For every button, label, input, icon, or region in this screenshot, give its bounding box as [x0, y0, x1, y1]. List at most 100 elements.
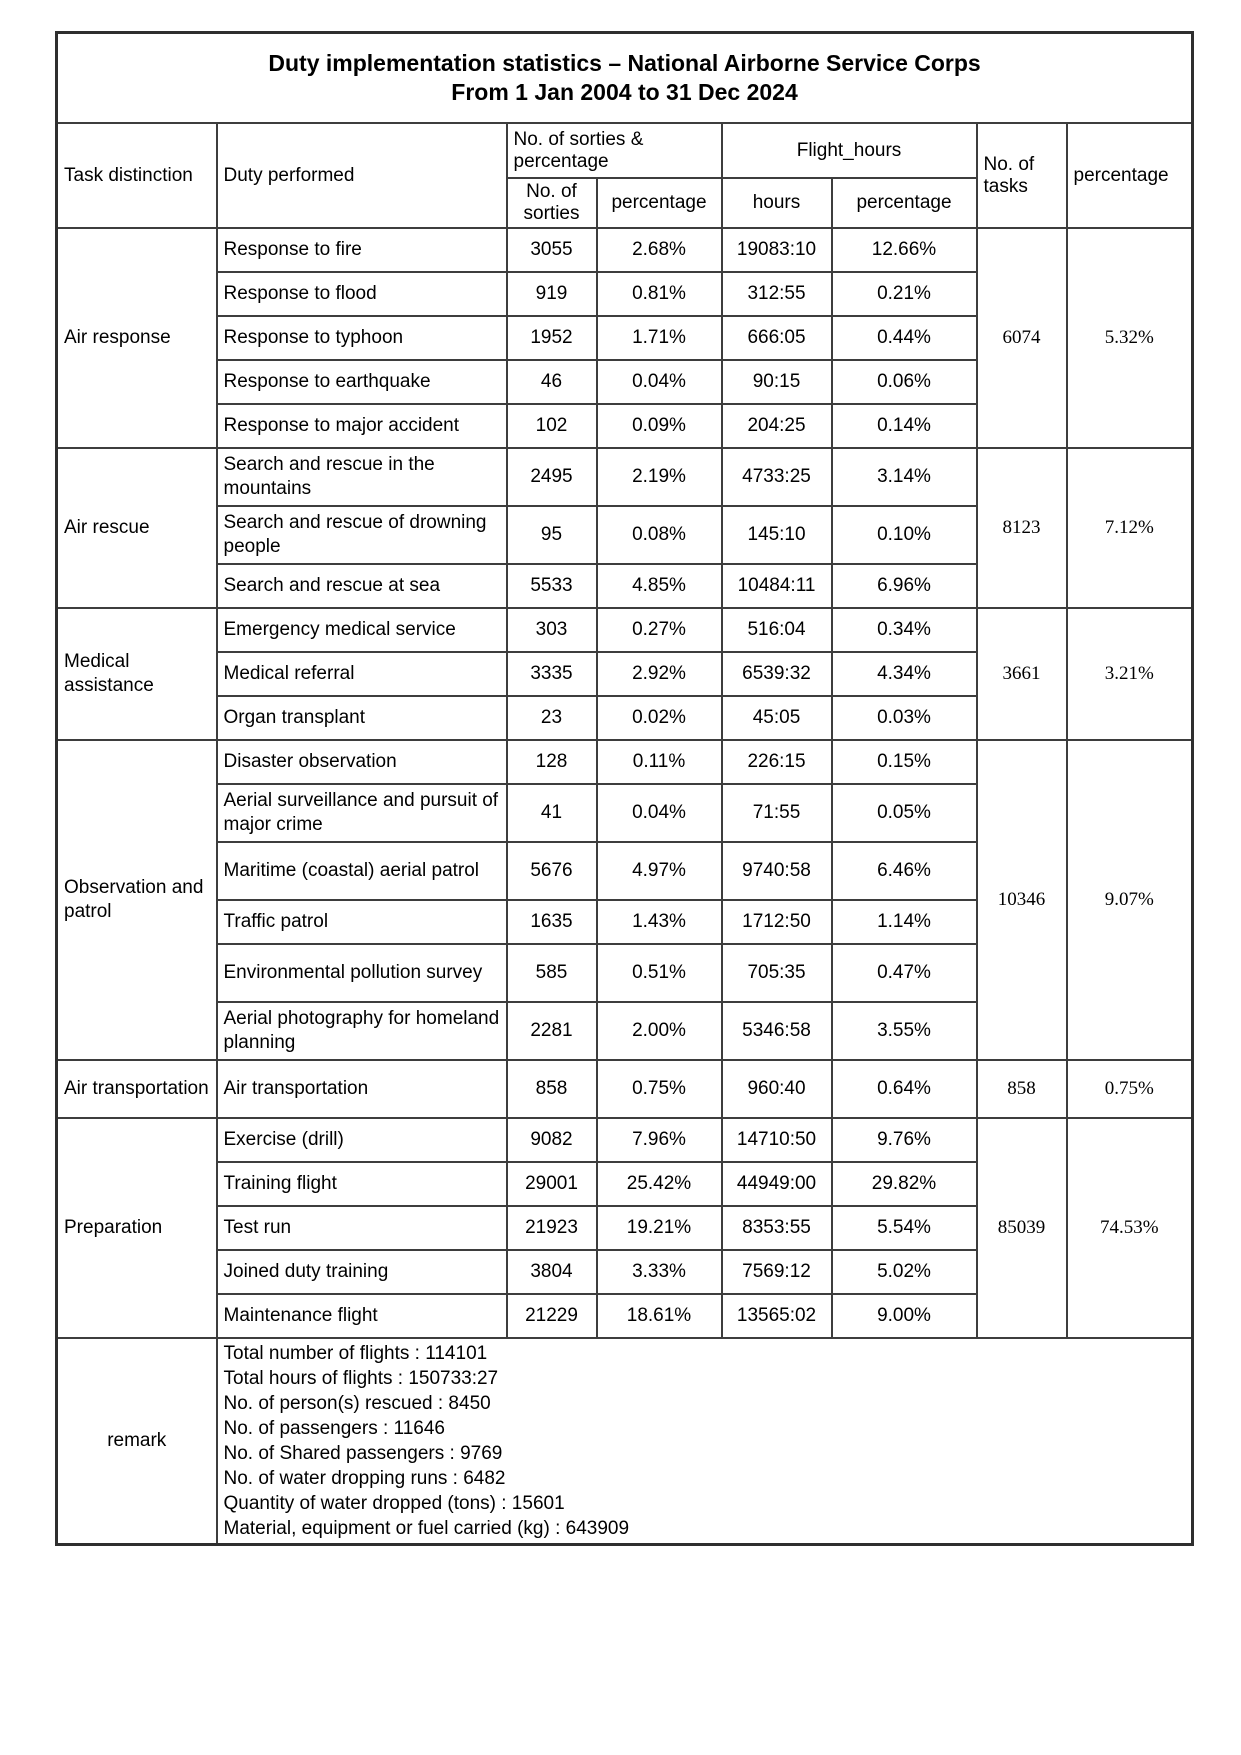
cell-sorties-pct: 0.08% — [595, 505, 723, 565]
cell-sorties: 102 — [505, 403, 598, 449]
table-row: Response to major accident 102 0.09% 204… — [57, 403, 1193, 449]
cell-sorties: 9082 — [505, 1117, 598, 1163]
cell-duty: Aerial photography for homeland planning — [215, 1001, 508, 1061]
cell-hours-pct: 0.14% — [830, 403, 978, 449]
cell-duty: Emergency medical service — [215, 607, 508, 653]
cell-hours-pct: 0.34% — [830, 607, 978, 653]
cell-hours-pct: 0.03% — [830, 695, 978, 741]
group-label-air-response: Air response — [55, 227, 218, 449]
cell-hours: 10484:11 — [720, 563, 833, 609]
cell-sorties-pct: 0.75% — [595, 1059, 723, 1119]
cell-duty: Disaster observation — [215, 739, 508, 785]
cell-sorties: 21229 — [505, 1293, 598, 1339]
col-header-hours-percentage: percentage — [830, 177, 978, 229]
col-header-no-of-sorties: No. of sorties — [505, 177, 598, 229]
cell-hours-pct: 0.64% — [830, 1059, 978, 1119]
cell-group-tasks: 85039 — [975, 1117, 1068, 1339]
cell-sorties: 858 — [505, 1059, 598, 1119]
remark-line: Material, equipment or fuel carried (kg)… — [223, 1518, 630, 1539]
cell-sorties: 1952 — [505, 315, 598, 361]
cell-hours-pct: 0.21% — [830, 271, 978, 317]
cell-hours-pct: 3.55% — [830, 1001, 978, 1061]
cell-group-pct: 7.12% — [1065, 447, 1194, 609]
cell-sorties-pct: 0.02% — [595, 695, 723, 741]
cell-hours: 960:40 — [720, 1059, 833, 1119]
table-row: Response to typhoon 1952 1.71% 666:05 0.… — [57, 315, 1193, 361]
cell-sorties-pct: 0.11% — [595, 739, 723, 785]
cell-duty: Test run — [215, 1205, 508, 1251]
col-header-sorties-group: No. of sorties & percentage — [505, 122, 723, 179]
cell-hours: 71:55 — [720, 783, 833, 843]
cell-sorties: 2495 — [505, 447, 598, 507]
cell-group-pct: 74.53% — [1065, 1117, 1194, 1339]
table-row: Observation and patrol Disaster observat… — [55, 739, 1194, 1061]
col-header-sorties-percentage: percentage — [595, 177, 723, 229]
cell-hours-pct: 0.44% — [830, 315, 978, 361]
table-row: Air transportation Air transportation 85… — [55, 1059, 1194, 1119]
cell-hours: 4733:25 — [720, 447, 833, 507]
cell-hours: 19083:10 — [720, 227, 833, 273]
group-label-preparation: Preparation — [55, 1117, 218, 1339]
cell-group-pct: 0.75% — [1065, 1059, 1194, 1119]
cell-hours-pct: 4.34% — [830, 651, 978, 697]
table-row: Search and rescue at sea 5533 4.85% 1048… — [57, 563, 1193, 609]
cell-hours: 90:15 — [720, 359, 833, 405]
remark-body: Total number of flights : 114101 Total h… — [215, 1337, 1194, 1546]
cell-duty: Search and rescue in the mountains — [215, 447, 508, 507]
cell-sorties-pct: 25.42% — [595, 1161, 723, 1207]
header-row-2: No. of sorties percentage hours percenta… — [57, 177, 1193, 229]
cell-duty: Response to fire — [215, 227, 508, 273]
table-row: Joined duty training 3804 3.33% 7569:12 … — [57, 1249, 1193, 1295]
remark-row: remark Total number of flights : 114101 … — [55, 1337, 1194, 1546]
cell-hours-pct: 5.02% — [830, 1249, 978, 1295]
cell-hours-pct: 9.76% — [830, 1117, 978, 1163]
cell-hours-pct: 0.15% — [830, 739, 978, 785]
cell-duty: Environmental pollution survey — [215, 943, 508, 1003]
cell-duty: Response to flood — [215, 271, 508, 317]
cell-sorties: 1635 — [505, 899, 598, 945]
cell-sorties-pct: 2.19% — [595, 447, 723, 507]
table-row: Training flight 29001 25.42% 44949:00 29… — [57, 1161, 1193, 1207]
cell-sorties-pct: 7.96% — [595, 1117, 723, 1163]
cell-sorties: 5533 — [505, 563, 598, 609]
group-label-air-rescue: Air rescue — [55, 447, 218, 609]
cell-sorties: 41 — [505, 783, 598, 843]
title-line-1: Duty implementation statistics – Nationa… — [268, 50, 981, 76]
cell-sorties-pct: 0.04% — [595, 359, 723, 405]
cell-sorties-pct: 0.51% — [595, 943, 723, 1003]
cell-sorties-pct: 4.97% — [595, 841, 723, 901]
cell-hours: 516:04 — [720, 607, 833, 653]
cell-hours-pct: 0.06% — [830, 359, 978, 405]
table-row: Response to flood 919 0.81% 312:55 0.21% — [57, 271, 1193, 317]
cell-sorties: 21923 — [505, 1205, 598, 1251]
cell-hours-pct: 1.14% — [830, 899, 978, 945]
cell-hours: 666:05 — [720, 315, 833, 361]
cell-duty: Traffic patrol — [215, 899, 508, 945]
cell-hours: 5346:58 — [720, 1001, 833, 1061]
cell-hours: 9740:58 — [720, 841, 833, 901]
cell-hours-pct: 29.82% — [830, 1161, 978, 1207]
remark-label: remark — [55, 1337, 218, 1546]
remark-line: No. of water dropping runs : 6482 — [223, 1468, 506, 1489]
cell-hours: 1712:50 — [720, 899, 833, 945]
table-row: Medical referral 3335 2.92% 6539:32 4.34… — [57, 651, 1193, 697]
cell-sorties: 3055 — [505, 227, 598, 273]
col-header-duty-performed: Duty performed — [215, 122, 508, 229]
cell-duty: Response to earthquake — [215, 359, 508, 405]
cell-duty: Response to typhoon — [215, 315, 508, 361]
title-line-2: From 1 Jan 2004 to 31 Dec 2024 — [451, 79, 798, 105]
cell-sorties: 23 — [505, 695, 598, 741]
cell-duty: Joined duty training — [215, 1249, 508, 1295]
table-row: Air rescue Search and rescue in the moun… — [55, 447, 1194, 609]
remark-line: No. of person(s) rescued : 8450 — [223, 1393, 491, 1414]
table-row: Response to earthquake 46 0.04% 90:15 0.… — [57, 359, 1193, 405]
cell-duty: Maintenance flight — [215, 1293, 508, 1339]
cell-sorties-pct: 2.68% — [595, 227, 723, 273]
remark-line: Quantity of water dropped (tons) : 15601 — [223, 1493, 565, 1514]
cell-hours: 8353:55 — [720, 1205, 833, 1251]
cell-sorties: 303 — [505, 607, 598, 653]
header-row-1: Task distinction Duty performed No. of s… — [55, 122, 1194, 229]
cell-hours: 145:10 — [720, 505, 833, 565]
table-row: Aerial photography for homeland planning… — [57, 1001, 1193, 1061]
